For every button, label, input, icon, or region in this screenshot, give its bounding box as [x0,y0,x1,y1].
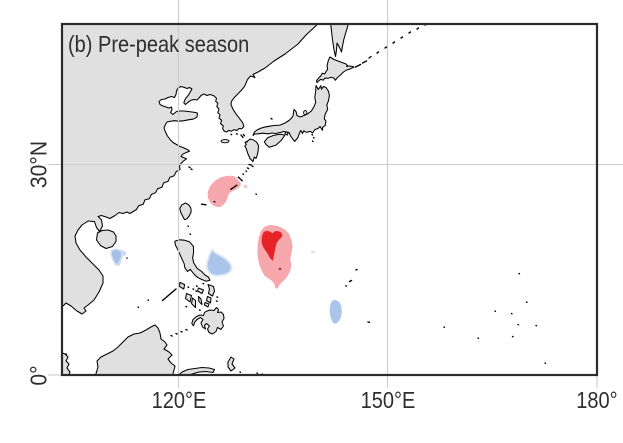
svg-text:120°E: 120°E [152,387,207,414]
svg-text:30°N: 30°N [26,141,52,188]
svg-text:(b) Pre-peak season: (b) Pre-peak season [68,31,249,58]
svg-text:0°: 0° [26,365,52,385]
svg-text:180°: 180° [576,387,617,414]
svg-text:150°E: 150°E [361,387,416,414]
